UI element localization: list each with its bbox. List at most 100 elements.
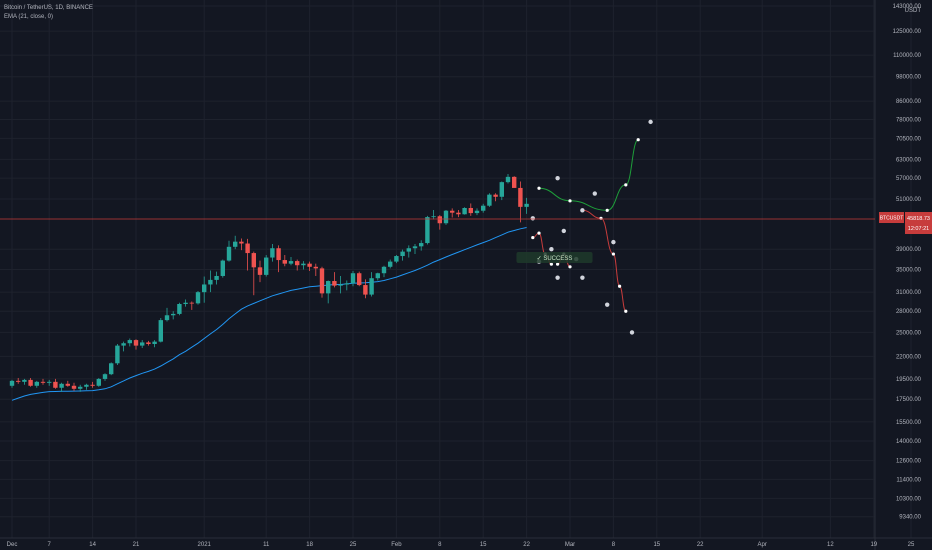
candle-body <box>146 342 151 345</box>
candle <box>71 382 77 391</box>
candle <box>121 341 126 352</box>
time-tick-label: Mar <box>565 542 575 548</box>
candle <box>40 378 46 385</box>
candle-body <box>313 266 318 269</box>
price-badge: BTCUSDT 45818.73 12:07:21 <box>879 212 932 234</box>
price-tick-label: 15500.00 <box>896 420 922 426</box>
marker-dot <box>592 191 597 196</box>
candle-body <box>493 194 498 197</box>
projection-point <box>531 235 535 240</box>
candle <box>493 193 498 202</box>
currency-label: USDT <box>905 8 922 14</box>
symbol-legend[interactable]: Bitcoin / TetherUS, 1D, BINANCE <box>4 5 93 11</box>
candle <box>431 209 436 220</box>
candle <box>499 181 504 201</box>
candle-body <box>499 182 504 197</box>
candle <box>9 379 15 388</box>
candle-body <box>53 381 58 388</box>
price-tick-label: 143000.00 <box>893 4 922 10</box>
price-tick-label: 39000.00 <box>896 247 922 253</box>
candle <box>468 203 473 216</box>
candle-body <box>16 380 21 382</box>
candle <box>59 382 64 392</box>
candle <box>487 193 492 207</box>
time-tick-label: 11 <box>263 542 270 548</box>
candle <box>220 259 225 278</box>
candle <box>53 378 58 389</box>
candle <box>301 261 306 270</box>
time-axis[interactable]: Dec 7 14 21 2021 11 18 25 Feb 8 15 22 Mar 8 15 22 Apr 12 1… <box>7 542 915 548</box>
price-tick-label: 12600.00 <box>896 459 922 465</box>
price-tick-label: 63000.00 <box>896 157 922 163</box>
price-tick-label: 98000.00 <box>896 75 922 81</box>
time-tick-label: 12 <box>827 542 834 548</box>
projection-point <box>568 265 572 269</box>
time-tick-label: 22 <box>697 542 704 548</box>
price-tick-label: 17500.00 <box>896 397 922 403</box>
candle <box>412 243 418 255</box>
candle <box>443 209 449 225</box>
candle <box>307 261 312 272</box>
candle-body <box>288 261 294 264</box>
price-tick-label: 110000.00 <box>893 53 922 59</box>
price-axis[interactable]: USDT 143000.00 125000.00 110000.00 98000.00… <box>893 4 922 521</box>
candle-body <box>412 246 418 249</box>
marker-dot <box>629 330 635 335</box>
time-tick-label: 8 <box>612 542 616 548</box>
candle <box>369 272 374 297</box>
price-tick-label: 14000.00 <box>896 439 922 445</box>
candle-body <box>326 281 331 294</box>
candle-body <box>338 284 343 286</box>
projection-point <box>605 208 609 212</box>
success-label-group: ✓ SUCCESS <box>516 252 593 264</box>
candle <box>474 208 480 216</box>
candle-body <box>301 263 306 266</box>
candle-body <box>214 275 219 280</box>
candle-body <box>375 273 380 279</box>
projection-point <box>549 262 554 266</box>
candle-body <box>394 256 399 262</box>
projection-point <box>618 284 622 288</box>
candle-body <box>251 253 256 268</box>
price-tick-label: 22000.00 <box>896 354 922 360</box>
candle-body <box>202 284 207 293</box>
candle-body <box>28 379 33 386</box>
projection-point <box>537 186 541 190</box>
candle-body <box>96 378 101 386</box>
candle <box>133 339 139 350</box>
candle <box>518 181 523 223</box>
projection-point <box>636 138 640 142</box>
candle <box>419 240 424 251</box>
time-tick-label: 7 <box>48 542 52 548</box>
candle-body <box>487 194 492 206</box>
time-tick-label: 25 <box>908 542 915 548</box>
candle <box>282 255 287 267</box>
candle-body <box>133 340 139 346</box>
candle <box>338 275 343 294</box>
candle-body <box>183 302 188 305</box>
candle <box>264 255 269 277</box>
price-tick-label: 35000.00 <box>896 267 922 273</box>
candle <box>177 302 182 316</box>
candle <box>22 378 27 385</box>
candle <box>524 197 529 214</box>
candle <box>171 311 176 320</box>
candle-body <box>140 342 145 346</box>
candle <box>102 373 108 381</box>
time-tick-label: 19 <box>870 542 877 548</box>
candle-body <box>34 381 39 386</box>
indicator-legend[interactable]: EMA (21, close, 0) <box>4 14 54 20</box>
candle <box>357 271 362 287</box>
candle <box>332 272 337 288</box>
candle-body <box>220 260 225 276</box>
candle-body <box>363 285 368 295</box>
price-tick-label: 57000.00 <box>896 176 922 182</box>
candle <box>288 257 294 266</box>
candle <box>462 207 467 215</box>
candle <box>226 240 232 262</box>
price-tick-label: 51000.00 <box>896 197 922 203</box>
candle <box>189 301 194 310</box>
